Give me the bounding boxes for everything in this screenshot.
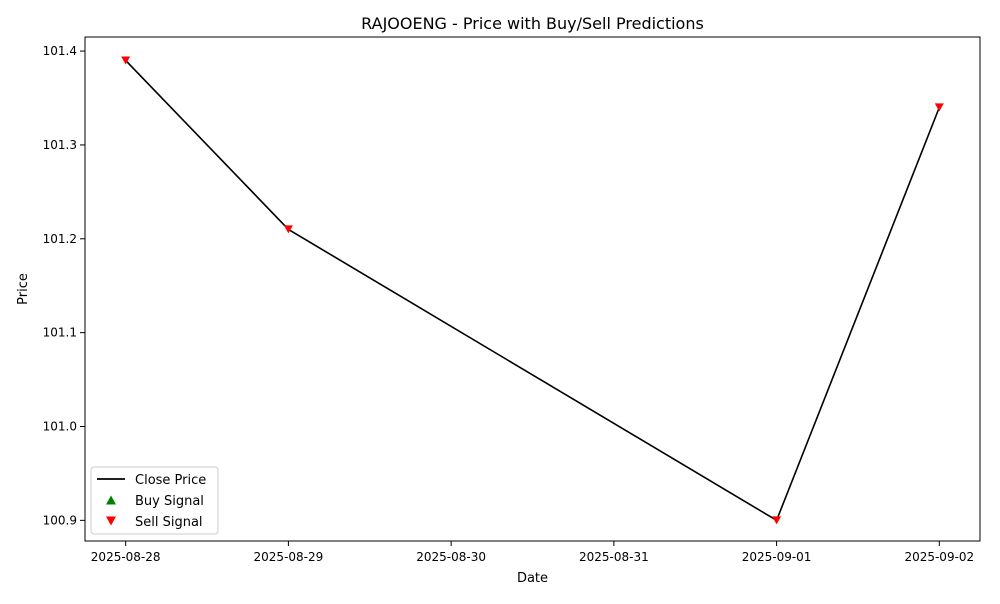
legend-close-price-label: Close Price [135, 473, 206, 488]
sell-signal-marker [121, 56, 131, 65]
y-tick-label: 101.4 [43, 44, 77, 58]
y-axis-label: Price [16, 273, 31, 305]
x-axis-label: Date [517, 571, 548, 586]
series-layer [121, 56, 944, 525]
legend-buy-signal-label: Buy Signal [135, 494, 204, 509]
legend-box [90, 466, 219, 535]
legend-buy-signal-marker [106, 495, 116, 505]
x-tick-label: 2025-08-28 [91, 550, 161, 564]
legend-sell-signal-label: Sell Signal [135, 515, 203, 530]
sell-signal-marker [772, 516, 782, 525]
legend: Close Price Buy Signal Sell Signal [90, 466, 219, 535]
x-axis: 2025-08-28 2025-08-29 2025-08-30 2025-08-31… [91, 541, 974, 564]
legend-sell-signal-marker [106, 516, 116, 526]
y-tick-label: 100.9 [43, 513, 77, 527]
y-tick-label: 101.1 [43, 326, 77, 340]
sell-signal-marker [934, 103, 944, 112]
y-axis: 100.9 101.0 101.1 101.2 101.3 101.4 [43, 44, 85, 527]
x-tick-label: 2025-09-01 [742, 550, 812, 564]
x-tick-label: 2025-08-30 [416, 550, 486, 564]
x-tick-label: 2025-08-31 [579, 550, 649, 564]
y-tick-label: 101.3 [43, 138, 77, 152]
x-tick-label: 2025-09-02 [904, 550, 974, 564]
y-tick-label: 101.2 [43, 232, 77, 246]
x-tick-label: 2025-08-29 [254, 550, 324, 564]
sell-signal-marker [283, 225, 293, 234]
y-tick-label: 101.0 [43, 419, 77, 433]
plot-area [84, 36, 981, 542]
chart-title: RAJOOENG - Price with Buy/Sell Predictio… [361, 14, 704, 33]
close-price-line [125, 59, 941, 522]
